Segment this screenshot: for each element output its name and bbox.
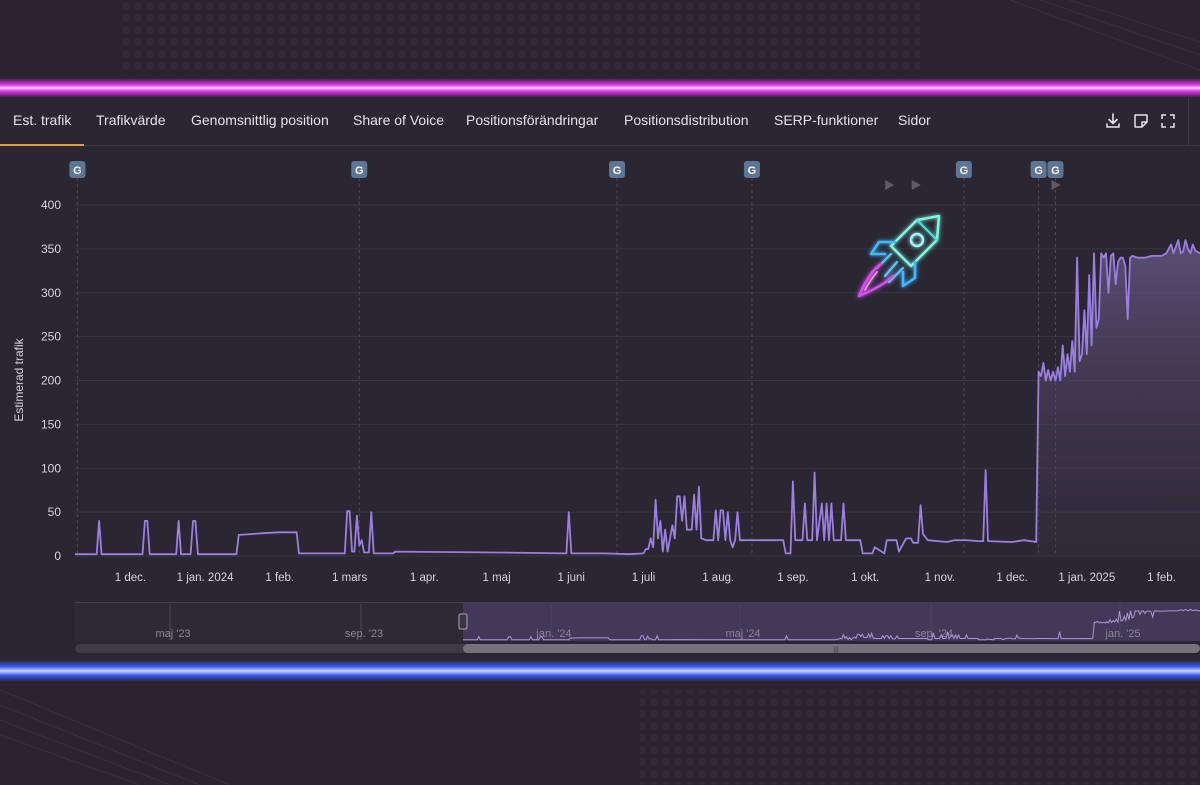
tab-bar: Est. trafik Trafikvärde Genomsnittlig po… [0,98,1200,146]
navigator-grip: ||| [833,647,839,654]
fullscreen-icon[interactable] [1159,112,1177,130]
google-marker-label: G [355,165,364,177]
navigator-left-handle[interactable] [458,613,468,630]
google-marker-badge [351,161,368,178]
range-navigator[interactable]: maj '23 sep. '23 jan. '24 maj '24 sep. '24 ja… [0,602,1200,657]
navigator-scrollbar-thumb[interactable] [463,644,1200,653]
y-tick-label: 50 [48,505,62,519]
navigator-label: sep. '23 [345,628,383,640]
tabbar-separator [1188,98,1189,145]
y-tick-label: 400 [41,198,61,212]
neon-bottom-line [0,660,1200,682]
tab-genomsnittlig-position[interactable]: Genomsnittlig position [191,112,329,128]
x-tick-label: 1 maj [483,572,511,584]
x-tick-label: 1 dec. [996,572,1027,584]
google-marker-badge [1030,161,1047,178]
y-tick-label: 200 [41,374,61,388]
y-tick-label: 350 [41,242,61,256]
tab-trafikvarde[interactable]: Trafikvärde [96,112,166,128]
tab-serp-funktioner[interactable]: SERP-funktioner [774,112,879,128]
x-tick-label: 1 aug. [702,572,734,584]
google-marker-label: G [960,165,969,177]
tab-positionsdistribution[interactable]: Positionsdistribution [624,112,749,128]
y-tick-label: 150 [41,417,61,431]
navigator-label: maj '23 [155,628,190,640]
google-marker-label: G [1034,165,1043,177]
google-update-marker[interactable]: G [1030,161,1047,178]
x-tick-label: 1 sep. [777,572,808,584]
x-tick-label: 1 jan. 2024 [177,572,235,584]
x-tick-label: 1 okt. [851,572,879,584]
navigator-series-line [463,608,1200,641]
x-tick-label: 1 juli [632,572,656,584]
x-tick-label: 1 nov. [925,572,955,584]
navigator-label: maj '24 [725,628,760,640]
y-tick-label: 300 [41,286,61,300]
google-marker-label: G [748,165,757,177]
google-update-marker[interactable]: G [609,161,626,178]
tab-positionsforandringar[interactable]: Positionsförändringar [466,112,599,128]
google-marker-label: G [73,165,82,177]
navigator-selection [463,603,1200,641]
event-marker-icon [885,180,895,190]
google-marker-badge [69,161,86,178]
x-tick-label: 1 dec. [115,572,146,584]
x-tick-label: 1 apr. [410,572,439,584]
google-marker-badge [955,161,972,178]
google-update-marker[interactable]: G [955,161,972,178]
series-line [75,239,1200,556]
google-update-marker[interactable]: G [69,161,86,178]
google-marker-badge [1047,161,1064,178]
note-icon[interactable] [1132,112,1150,130]
series-area [1036,240,1200,556]
navigator-label: jan. '24 [535,628,571,640]
google-marker-label: G [613,165,622,177]
y-tick-label: 0 [54,549,61,563]
google-update-marker[interactable]: G [1047,161,1064,178]
y-tick-label: 250 [41,330,61,344]
google-marker-label: G [1051,165,1060,177]
neon-top-line [0,78,1200,98]
x-tick-label: 1 feb. [265,572,294,584]
x-tick-label: 1 jan. 2025 [1058,572,1115,584]
google-marker-badge [609,161,626,178]
x-tick-label: 1 feb. [1147,572,1176,584]
google-update-marker[interactable]: G [351,161,368,178]
google-marker-badge [743,161,760,178]
x-tick-label: 1 juni [558,572,586,584]
tab-sidor[interactable]: Sidor [898,112,931,128]
y-tick-label: 100 [41,461,61,475]
event-marker-icon [1051,180,1061,190]
x-tick-label: 1 mars [332,572,367,584]
tab-est-trafik[interactable]: Est. trafik [0,98,85,146]
rocket-icon [857,214,941,298]
google-update-marker[interactable]: G [743,161,760,178]
event-marker-icon [911,180,921,190]
tab-share-of-voice[interactable]: Share of Voice [353,112,445,128]
download-icon[interactable] [1104,112,1122,130]
navigator-label: jan. '25 [1104,628,1140,640]
